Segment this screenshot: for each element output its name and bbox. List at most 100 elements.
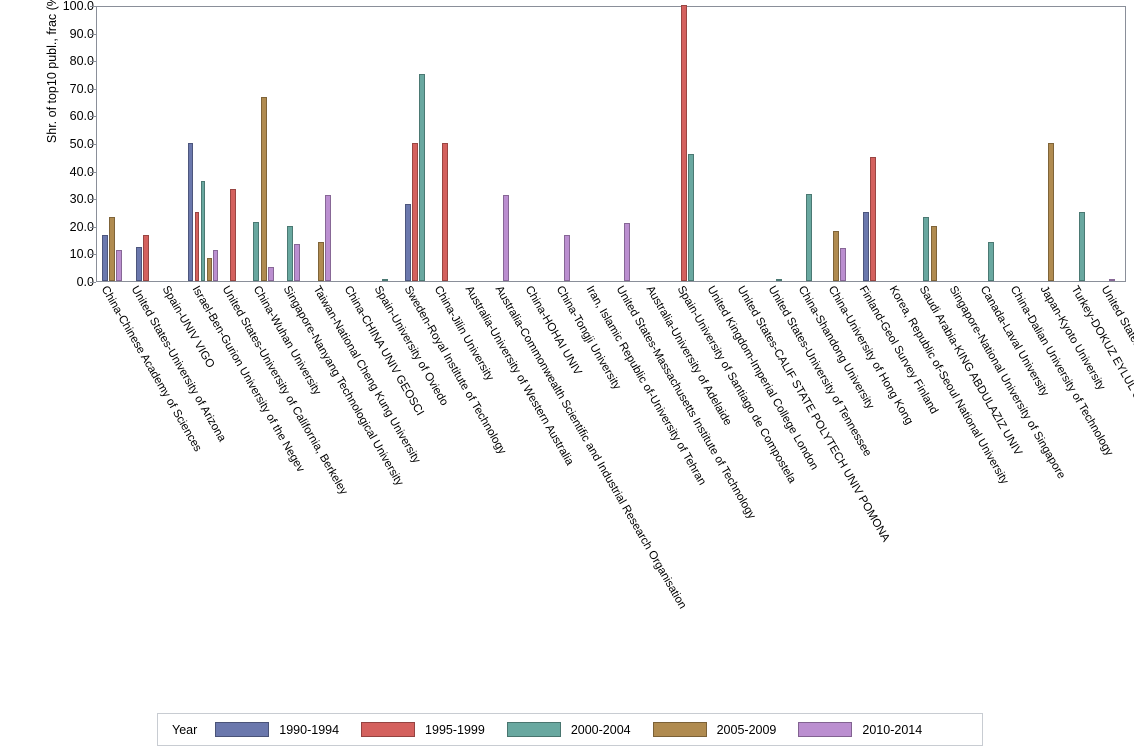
bars-layer bbox=[97, 5, 1127, 281]
legend-item[interactable]: 1990-1994 bbox=[215, 722, 339, 737]
legend-label: 1995-1999 bbox=[425, 722, 485, 737]
bar bbox=[688, 153, 695, 281]
legend-label: 2005-2009 bbox=[716, 722, 777, 737]
bar-group bbox=[612, 7, 642, 281]
bar-group bbox=[521, 7, 551, 281]
bar bbox=[206, 258, 212, 281]
bar bbox=[832, 230, 839, 281]
bar-group bbox=[703, 7, 733, 281]
y-axis-tick-label: 90.0 bbox=[69, 26, 94, 41]
y-axis-tick-mark bbox=[90, 226, 96, 228]
legend-item[interactable]: 1995-1999 bbox=[361, 722, 485, 737]
x-axis-tick-label: China-HOHAI UNIV bbox=[522, 284, 584, 378]
y-axis-tick-mark bbox=[90, 171, 96, 173]
bar bbox=[135, 246, 142, 281]
x-axis-tick-label: China-Jilin University bbox=[431, 284, 497, 383]
bar-group bbox=[97, 7, 127, 281]
bar-group bbox=[158, 7, 188, 281]
y-axis-tick-mark bbox=[90, 199, 96, 201]
bar bbox=[419, 74, 426, 281]
bar-group bbox=[582, 7, 612, 281]
bar-group bbox=[551, 7, 581, 281]
y-axis-tick-label: 20.0 bbox=[69, 219, 94, 234]
y-axis-tick-label: 40.0 bbox=[69, 164, 94, 179]
y-axis-tick-mark bbox=[90, 116, 96, 118]
bar bbox=[775, 278, 782, 281]
bar bbox=[294, 244, 301, 281]
bar bbox=[563, 234, 570, 281]
y-axis-tick-label: 80.0 bbox=[69, 54, 94, 69]
bar bbox=[502, 194, 509, 281]
bar bbox=[212, 250, 218, 281]
bar-group bbox=[309, 7, 339, 281]
bar bbox=[381, 279, 388, 281]
x-axis-tick-label: Israel-Ben-Gurion University of the Nege… bbox=[189, 284, 307, 475]
y-axis-tick-mark bbox=[90, 6, 96, 7]
y-axis-tick-label: 50.0 bbox=[69, 137, 94, 151]
y-axis-tick-label: 100.0 bbox=[62, 0, 94, 13]
bar bbox=[1108, 278, 1115, 281]
legend-label: 2010-2014 bbox=[862, 722, 923, 737]
x-axis-tick-label: Singapore-National University of Singapo… bbox=[946, 284, 1068, 481]
bar bbox=[324, 195, 331, 281]
bar bbox=[987, 241, 994, 281]
bar-group bbox=[733, 7, 763, 281]
bar-group bbox=[430, 7, 460, 281]
bar bbox=[1078, 212, 1085, 281]
bar bbox=[267, 267, 274, 281]
legend-item[interactable]: 2005-2009 bbox=[652, 722, 777, 737]
bar bbox=[870, 156, 877, 281]
bar-group bbox=[370, 7, 400, 281]
y-axis-tick-mark bbox=[90, 88, 96, 90]
y-axis-tick-label: 10.0 bbox=[69, 247, 94, 262]
bar bbox=[442, 143, 449, 281]
bar bbox=[930, 225, 937, 281]
bar-group bbox=[400, 7, 430, 281]
legend-swatch bbox=[361, 722, 416, 737]
bar bbox=[404, 204, 411, 281]
legend-title: Year bbox=[172, 722, 198, 737]
bar bbox=[681, 5, 688, 281]
legend-item[interactable]: 2010-2014 bbox=[798, 722, 922, 737]
bar bbox=[109, 216, 116, 281]
bar-group bbox=[1097, 7, 1127, 281]
bar-group bbox=[218, 7, 248, 281]
y-axis-tick-label: 60.0 bbox=[69, 109, 94, 124]
bar bbox=[839, 248, 846, 281]
y-axis-tick-mark bbox=[90, 282, 96, 283]
bar bbox=[412, 143, 419, 281]
bar bbox=[188, 143, 194, 281]
bar-group bbox=[188, 7, 218, 281]
plot-area bbox=[96, 5, 1127, 282]
legend-items: 1990-1994 1995-1999 2000-2004 2005-2009 2010… bbox=[215, 722, 944, 737]
bar bbox=[200, 180, 206, 281]
bar bbox=[253, 221, 260, 281]
bar-group bbox=[945, 7, 975, 281]
bar bbox=[194, 212, 200, 281]
bar-group bbox=[673, 5, 703, 281]
bar bbox=[116, 250, 123, 281]
legend-item[interactable]: 2000-2004 bbox=[506, 722, 631, 737]
bar bbox=[805, 193, 812, 281]
bar-group bbox=[854, 7, 884, 281]
y-axis-tick-mark bbox=[90, 33, 96, 35]
y-axis-tick-label: 0.0 bbox=[76, 275, 94, 289]
bar-group bbox=[491, 7, 521, 281]
y-axis-tick-mark bbox=[90, 61, 96, 63]
bar-group bbox=[642, 7, 672, 281]
bar-group bbox=[127, 7, 157, 281]
y-axis-tick-label: 30.0 bbox=[69, 192, 94, 207]
bar-group bbox=[461, 7, 491, 281]
legend: Year 1990-1994 1995-1999 2000-2004 2005-200… bbox=[157, 713, 983, 746]
bar bbox=[317, 241, 324, 281]
bar-group bbox=[339, 7, 369, 281]
y-axis-tick-label: 70.0 bbox=[69, 81, 94, 96]
bar-group bbox=[763, 7, 793, 281]
bar-group bbox=[279, 7, 309, 281]
bar-group bbox=[915, 7, 945, 281]
bar-group bbox=[794, 7, 824, 281]
bar-group bbox=[976, 7, 1006, 281]
x-axis-labels: China-Chinese Academy of Sciences United … bbox=[96, 284, 1134, 704]
y-axis-tick-mark bbox=[90, 254, 96, 256]
